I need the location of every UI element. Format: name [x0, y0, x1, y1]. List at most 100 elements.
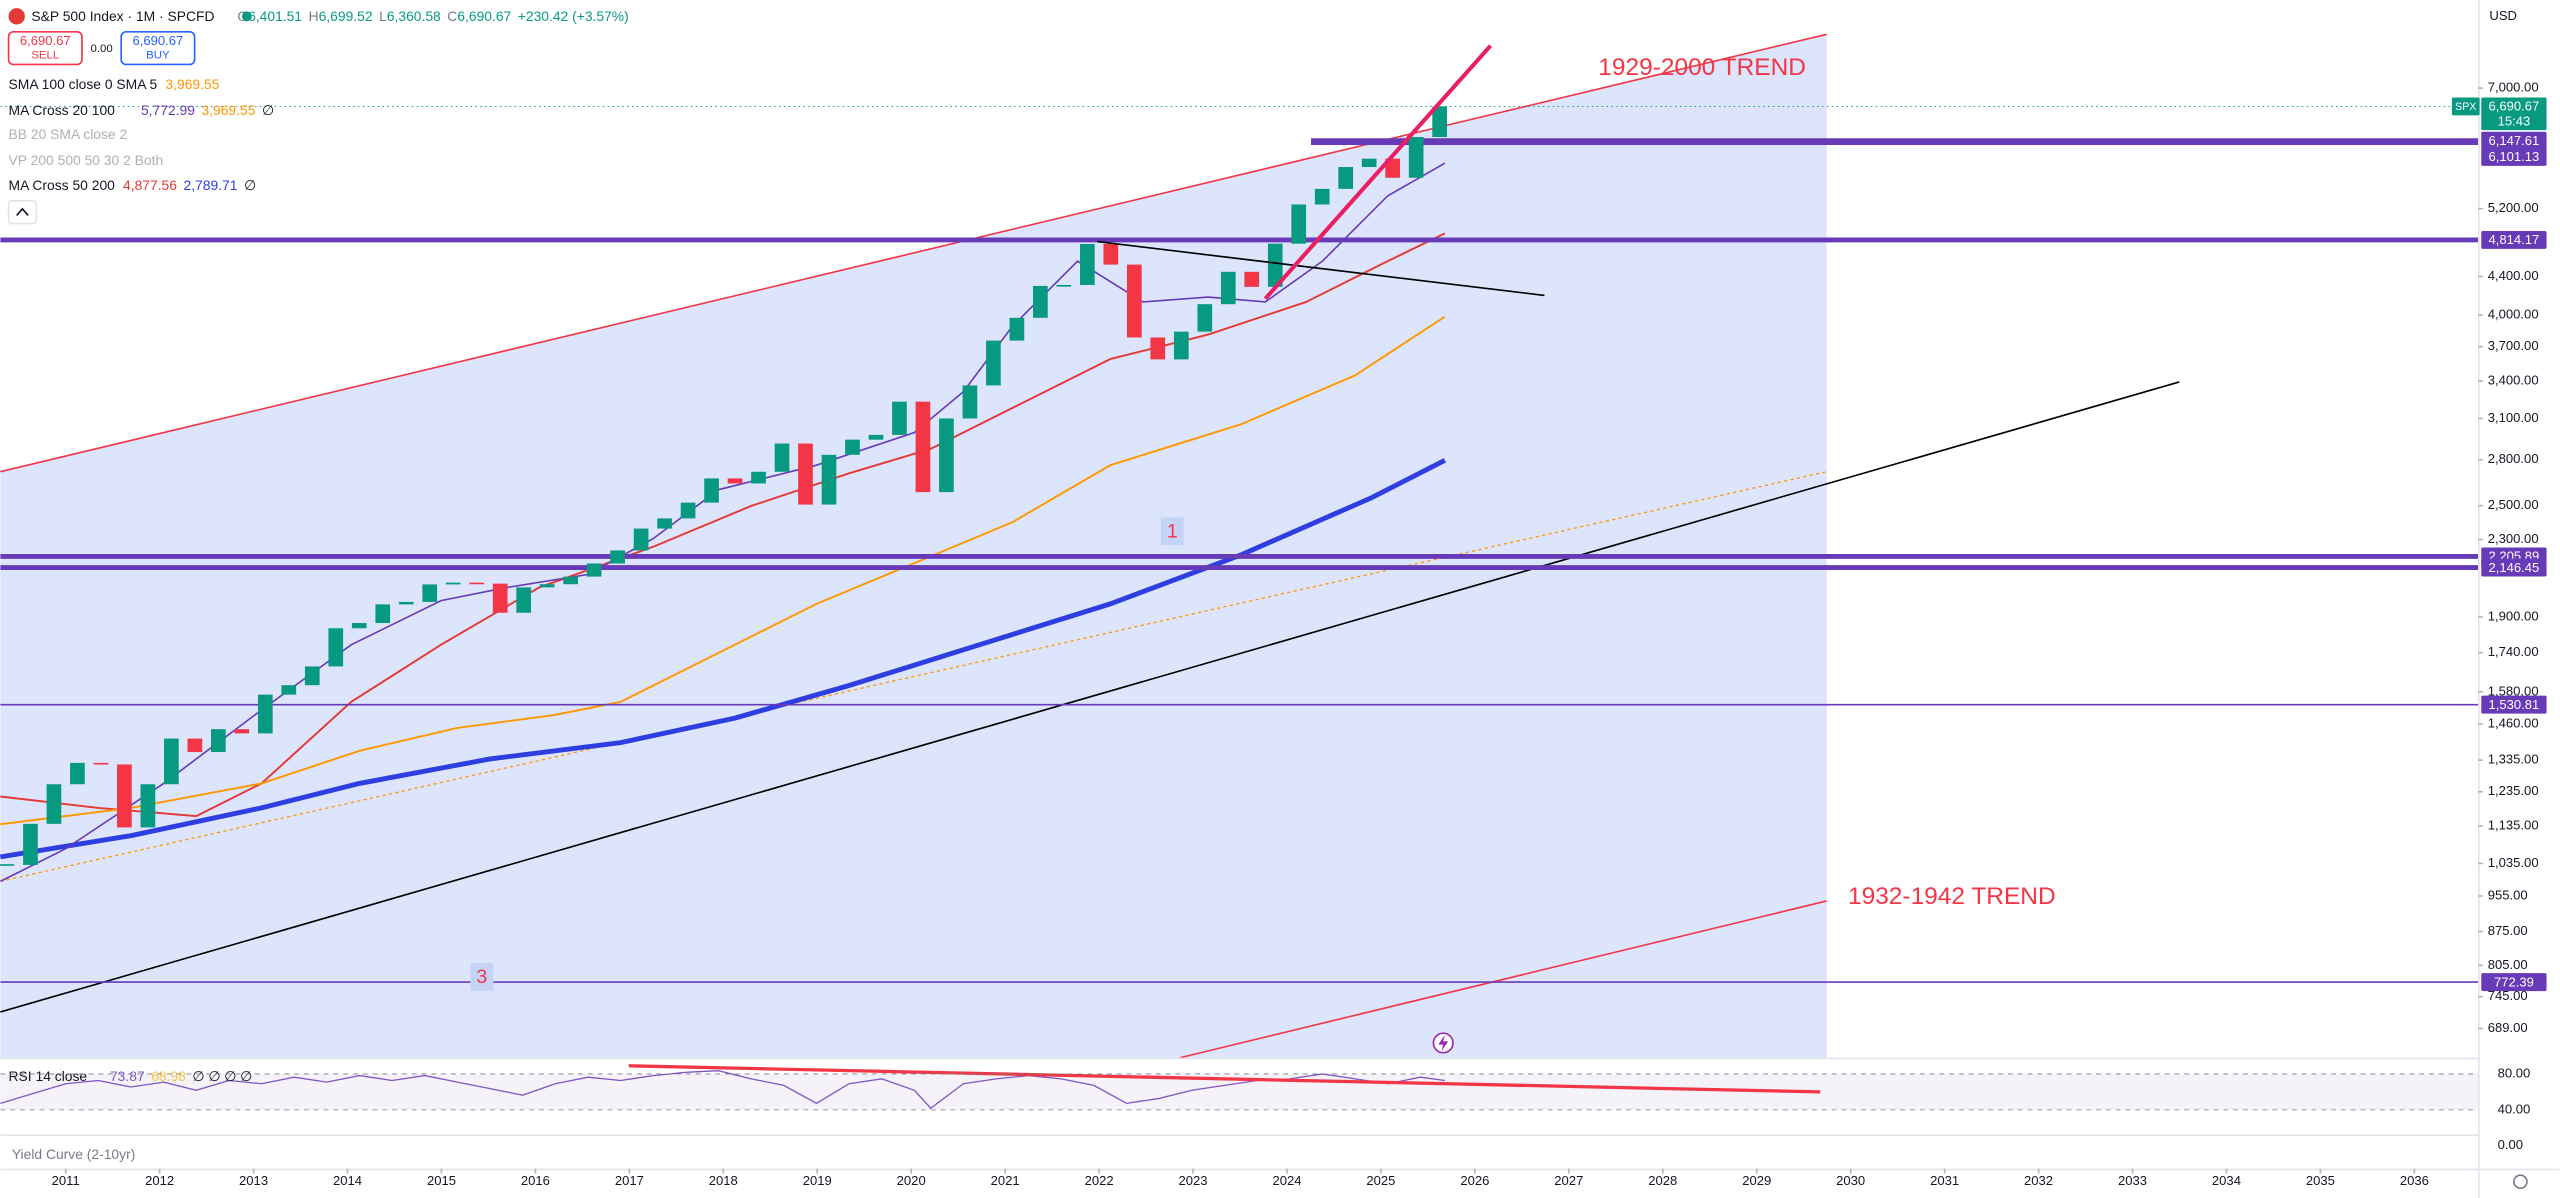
y-tick-label: 875.00 [2488, 923, 2528, 938]
ohlc-value: 6,401.51 [248, 8, 302, 24]
candle [1056, 284, 1072, 287]
breakout-line [1263, 44, 1493, 301]
price-tag-label: 6,147.61 [2489, 133, 2540, 148]
y-tick-label: 3,100.00 [2488, 410, 2539, 425]
settings-icon[interactable] [2513, 1174, 2528, 1190]
x-tick-label: 2020 [897, 1173, 926, 1188]
candle [1197, 304, 1213, 332]
x-tick-label: 2015 [427, 1173, 456, 1188]
last-price-tag [2481, 97, 2547, 131]
y-tick-label: 3,400.00 [2488, 372, 2539, 387]
candle [1009, 317, 1025, 341]
candle [633, 528, 649, 551]
indicator-legend: BB 20 SMA close 2 [9, 126, 128, 142]
x-tick-label: 2013 [239, 1173, 268, 1188]
candle [868, 434, 884, 440]
price-tag-label: 2,146.45 [2489, 560, 2540, 575]
ma-50 [0, 232, 1446, 818]
ohlc-value: 6,699.52 [319, 8, 373, 24]
buy-label: BUY [146, 50, 170, 62]
candles [0, 106, 1447, 866]
indicator-value: 4,877.56 [123, 177, 177, 193]
y-tick-label: 1,135.00 [2488, 817, 2539, 832]
x-tick-label: 2012 [145, 1173, 174, 1188]
candle [1126, 264, 1142, 338]
candle [845, 439, 860, 455]
indicator-legend: MA Cross 50 200 4,877.56 2,789.71 ∅ [9, 177, 257, 193]
x-tick-label: 2023 [1179, 1173, 1208, 1188]
candle [986, 340, 1001, 386]
x-tick-label: 2031 [1930, 1173, 1959, 1188]
price-tag [2481, 131, 2547, 150]
candle [1267, 243, 1283, 287]
x-tick-label: 2036 [2400, 1173, 2429, 1188]
currency: USD [2489, 8, 2517, 23]
levels [0, 106, 2478, 983]
candle [1080, 244, 1095, 285]
buy-button[interactable] [120, 31, 196, 66]
symbol-tag [2451, 97, 2480, 116]
candle [46, 784, 62, 824]
x-tick-label: 2014 [333, 1173, 362, 1188]
collapse-button[interactable] [7, 199, 38, 225]
candle [398, 601, 414, 605]
candle [751, 471, 766, 484]
candle [70, 762, 85, 785]
label-box [470, 962, 494, 991]
annotation: 3 [476, 966, 487, 988]
y-tick-label: 1,580.00 [2488, 683, 2539, 698]
candle [563, 576, 578, 585]
candle [962, 385, 978, 419]
upper-trend-line [0, 33, 1827, 473]
chart-layers [0, 33, 2180, 1059]
candle [164, 738, 179, 785]
x-tick-label: 2018 [709, 1173, 738, 1188]
candle [1338, 167, 1354, 189]
candle [774, 443, 790, 472]
symbol-tag-label: SPX [2455, 101, 2476, 113]
rsi-divergence-line [628, 1064, 1821, 1094]
rsi-pane: RSI 14 close 73.87 68.98 ∅ ∅ ∅ ∅ Yield Curv… [0, 1057, 2479, 1162]
sell-price: 6,690.67 [20, 33, 71, 48]
support-line [0, 381, 2180, 1013]
symbol-icon [8, 8, 25, 25]
indicator-value: ∅ [244, 177, 256, 193]
candle [1103, 244, 1119, 265]
indicator-legend: SMA 100 close 0 SMA 5 3,969.55 [9, 76, 220, 92]
sell-button[interactable] [7, 31, 83, 66]
price-tag-label: 772.39 [2494, 974, 2534, 989]
candle [1033, 285, 1048, 318]
rsi-tick-label: 80.00 [2498, 1065, 2531, 1080]
y-tick-label: 1,900.00 [2488, 608, 2539, 623]
y-tick-label: 955.00 [2488, 887, 2528, 902]
x-tick-label: 2029 [1742, 1173, 1771, 1188]
candle [1385, 158, 1401, 178]
candle [351, 623, 367, 629]
y-tick-label: 805.00 [2488, 957, 2528, 972]
y-tick-label: 2,300.00 [2488, 531, 2539, 546]
x-tick-label: 2025 [1366, 1173, 1395, 1188]
candle [704, 478, 719, 503]
x-tick-label: 2017 [615, 1173, 644, 1188]
legend: S&P 500 Index · 1M · SPCFDO6,401.51H6,69… [7, 8, 629, 225]
indicator-name: MA Cross 20 100 [9, 102, 116, 118]
ohlc-label: C [447, 8, 457, 24]
candle [1244, 271, 1260, 287]
rsi-name: RSI 14 close [9, 1068, 88, 1084]
candle [281, 685, 297, 695]
candle [657, 518, 672, 529]
x-tick-label: 2030 [1836, 1173, 1865, 1188]
candle [93, 762, 109, 765]
channel-fill [0, 34, 1827, 1058]
indicator-value: 3,969.55 [201, 102, 255, 118]
candle [328, 628, 344, 667]
ohlc-value: 6,360.58 [387, 8, 441, 24]
dotted-trend-line [0, 471, 1827, 882]
last-price-label: 6,690.67 [2489, 99, 2540, 114]
ma-100 [0, 315, 1446, 826]
rsi-line [0, 1070, 1445, 1110]
yield-curve-legend: Yield Curve (2-10yr) [12, 1146, 136, 1162]
x-tick-label: 2011 [52, 1173, 80, 1188]
